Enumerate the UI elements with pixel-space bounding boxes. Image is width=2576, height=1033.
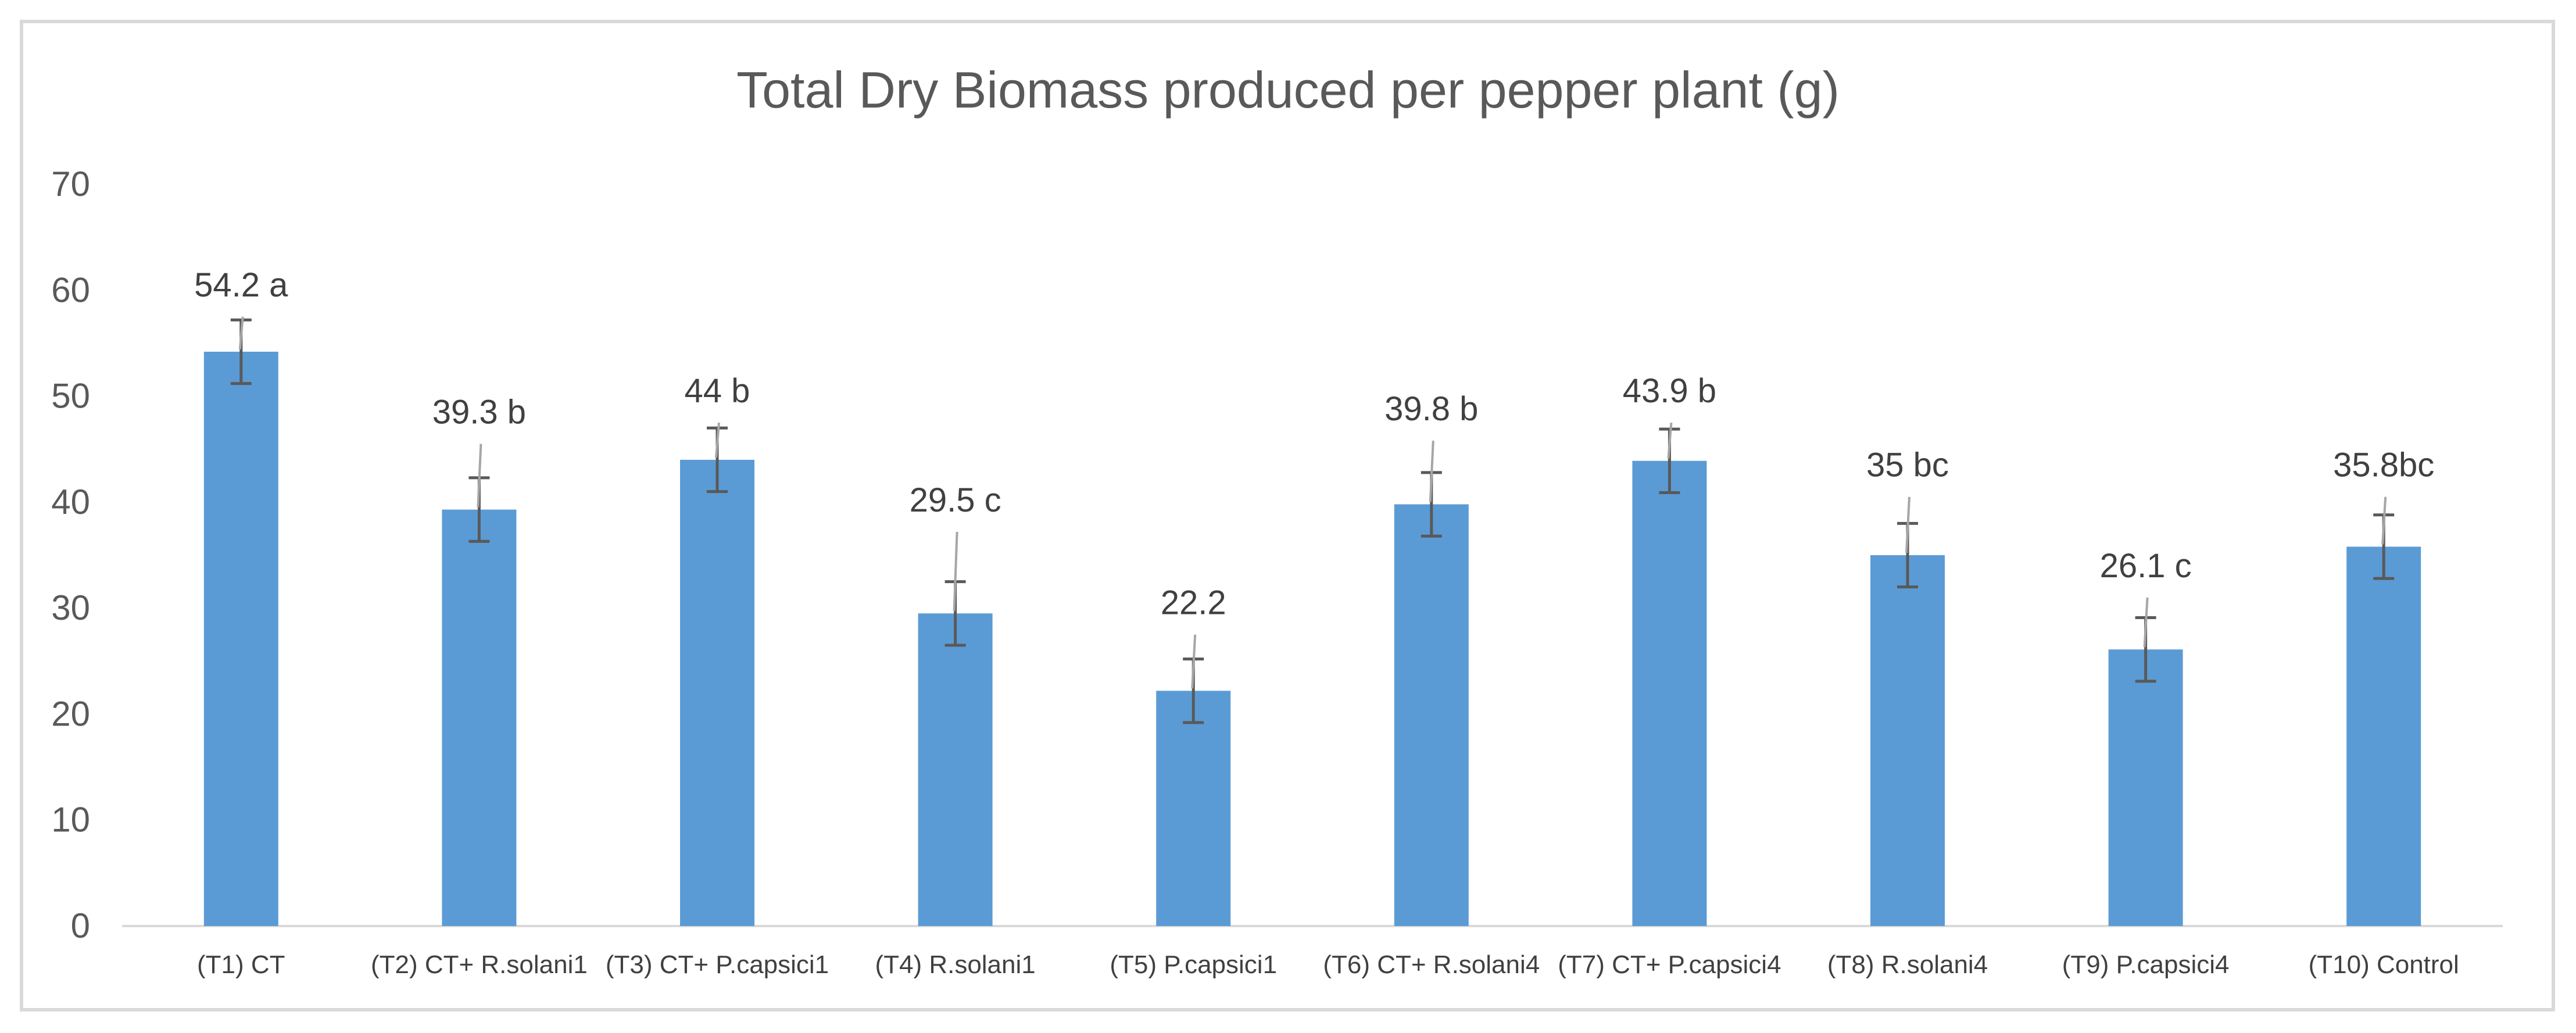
data-label: 35 bc [1866,446,1949,484]
y-tick-label: 50 [51,377,90,416]
leader-line [2381,496,2387,545]
bar [1870,555,1945,926]
data-label: 29.5 c [910,481,1001,519]
leader-line [953,531,958,612]
leader-lines-group [238,316,2387,689]
y-axis: 0 10 20 30 40 50 60 70 [51,165,90,945]
x-tick-label: (T7) CT+ P.capsici4 [1558,950,1781,979]
y-tick-label: 20 [51,694,90,733]
x-tick-label: (T10) Control [2309,950,2459,979]
y-tick-label: 60 [51,270,90,309]
error-bars-group [230,318,2395,724]
bar [2346,546,2421,926]
bar [918,613,993,926]
y-tick-label: 0 [71,906,90,945]
leader-line [238,316,244,350]
data-label: 39.3 b [432,394,526,431]
x-tick-label: (T5) P.capsici1 [1110,950,1277,979]
data-label: 43.9 b [1623,372,1716,410]
data-label: 26.1 c [2100,547,2192,585]
bar [2108,649,2183,926]
x-tick-label: (T8) R.solani4 [1827,950,1988,979]
data-label: 39.8 b [1384,390,1478,428]
leader-line [1667,422,1673,459]
x-tick-label: (T6) CT+ R.solani4 [1323,950,1540,979]
leader-line [1905,496,1910,553]
y-tick-label: 40 [51,482,90,521]
bar [203,352,278,926]
data-labels-group: 54.2 a 39.3 b 44 b 29.5 c 22.2 39.8 b 43.9 b 35… [194,266,2434,622]
leader-line [715,422,720,458]
x-tick-label: (T2) CT+ R.solani1 [371,950,588,979]
leader-line [477,444,482,507]
leader-line [1429,441,1434,502]
y-tick-label: 30 [51,588,90,627]
bar [442,509,517,926]
data-label: 54.2 a [194,266,288,304]
x-tick-label: (T3) CT+ P.capsici1 [606,950,829,979]
data-label: 22.2 [1161,584,1226,622]
bar [680,459,754,926]
chart-title: Total Dry Biomass produced per pepper pl… [736,61,1840,119]
x-axis: (T1) CT (T2) CT+ R.solani1 (T3) CT+ P.caps… [197,950,2459,979]
bars-group [203,352,2421,926]
x-tick-label: (T1) CT [197,950,285,979]
leader-line [1191,634,1197,689]
bar [1156,691,1231,926]
x-tick-label: (T4) R.solani1 [875,950,1035,979]
x-tick-label: (T9) P.capsici4 [2062,950,2230,979]
data-label: 35.8bc [2333,446,2434,484]
leader-line [2143,597,2149,648]
bar [1394,504,1469,926]
y-tick-label: 10 [51,800,90,839]
data-label: 44 b [685,372,750,410]
y-tick-label: 70 [51,165,90,203]
bar [1632,460,1707,926]
